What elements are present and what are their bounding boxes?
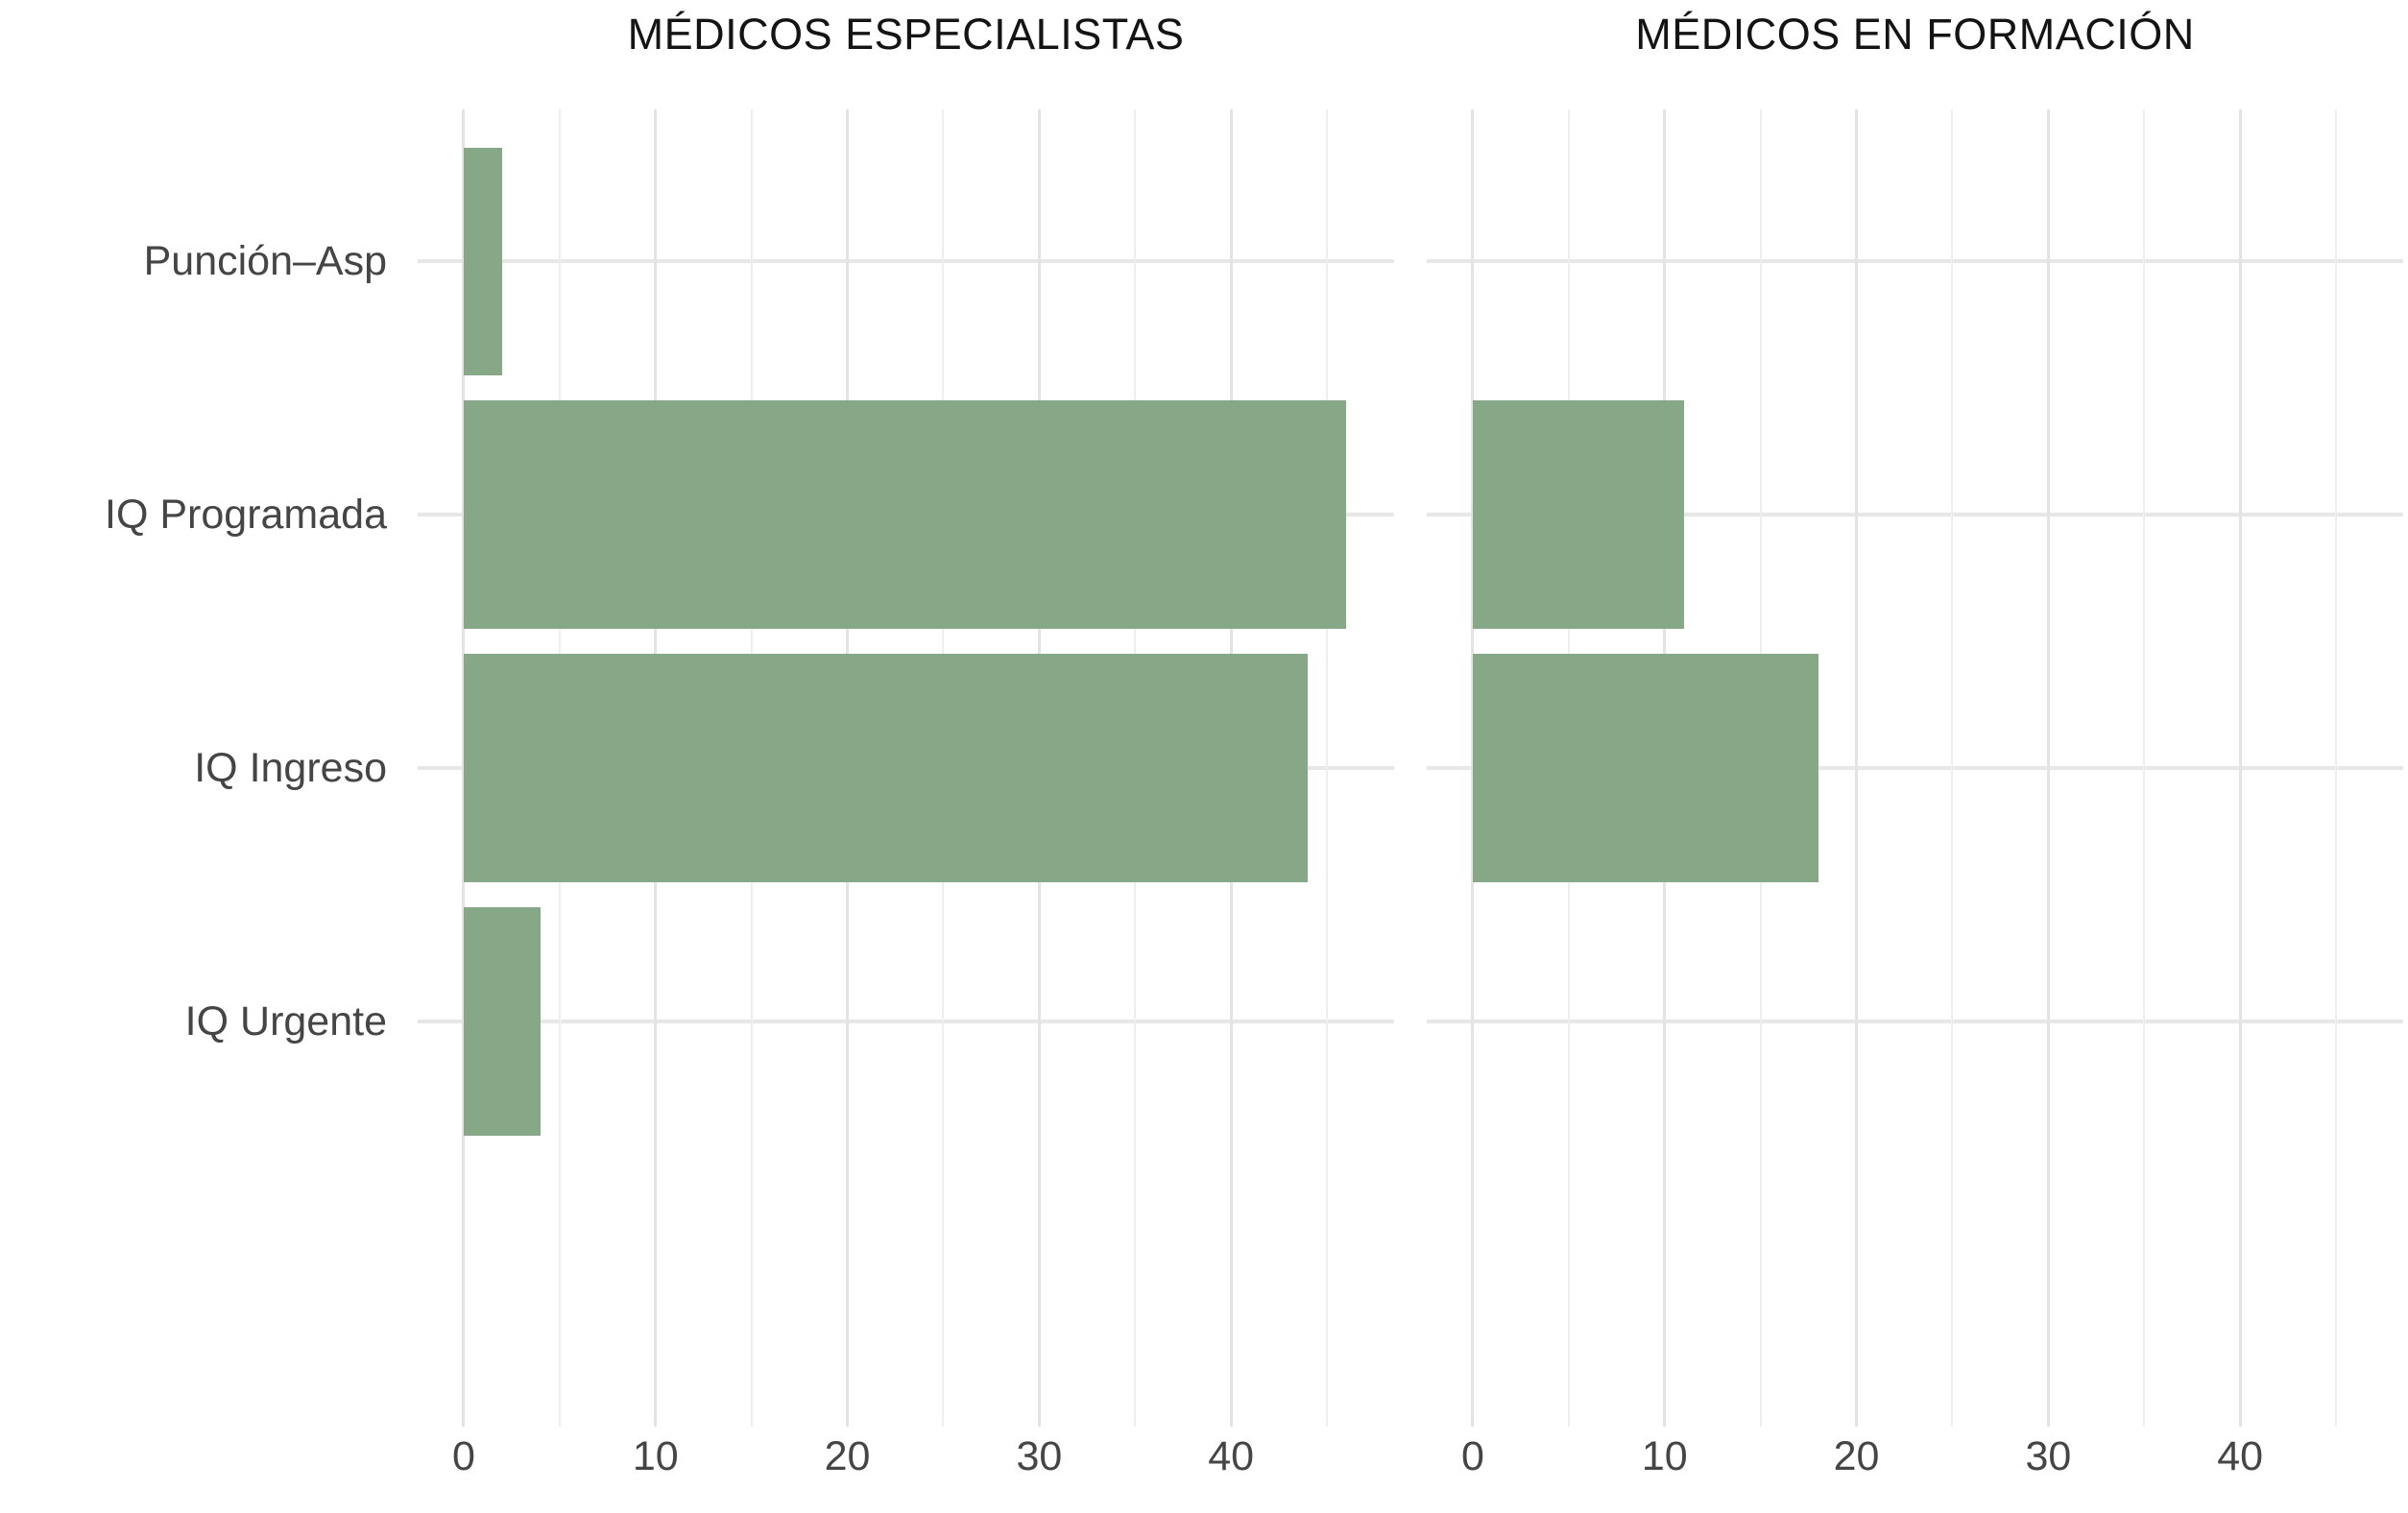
gridline-horizontal-puncion-asp [418, 259, 1394, 264]
gridline-major-x20 [1855, 109, 1859, 1427]
gridline-major-x30 [2046, 109, 2050, 1427]
gridline-horizontal-iq-ingreso [1427, 766, 2403, 770]
x-tick-label-medicos-en-formacion-0: 0 [1460, 1433, 1484, 1479]
facet-title-medicos-en-formacion: MÉDICOS EN FORMACIÓN [1635, 10, 2195, 59]
y-axis-label-puncion-asp: Punción–Asp [143, 238, 387, 285]
x-tick-label-medicos-en-formacion-10: 10 [1641, 1433, 1688, 1479]
bar-medicos-especialistas-iq-ingreso [463, 654, 1309, 882]
x-tick-label-medicos-especialistas-10: 10 [632, 1433, 679, 1479]
gridline-minor-x25 [1951, 109, 1954, 1427]
gridline-horizontal-iq-programada [1427, 513, 2403, 517]
gridline-horizontal-puncion-asp [1427, 259, 2403, 264]
x-tick-label-medicos-especialistas-30: 30 [1016, 1433, 1063, 1479]
gridline-horizontal-iq-urgente [418, 1019, 1394, 1023]
x-tick-label-medicos-especialistas-20: 20 [824, 1433, 871, 1479]
gridline-horizontal-iq-urgente [1427, 1019, 2403, 1023]
bar-medicos-especialistas-iq-urgente [463, 907, 541, 1136]
gridline-minor-x45 [2335, 109, 2338, 1427]
bar-medicos-en-formacion-iq-programada [1472, 400, 1684, 629]
facet-panel-medicos-especialistas [418, 109, 1394, 1427]
x-tick-label-medicos-en-formacion-30: 30 [2025, 1433, 2072, 1479]
y-axis-label-iq-urgente: IQ Urgente [184, 997, 387, 1045]
bar-medicos-en-formacion-iq-ingreso [1472, 654, 1818, 882]
bar-medicos-especialistas-puncion-asp [463, 147, 502, 376]
y-axis-label-iq-programada: IQ Programada [105, 492, 387, 539]
y-axis-label-iq-ingreso: IQ Ingreso [194, 745, 387, 791]
x-tick-label-medicos-en-formacion-20: 20 [1833, 1433, 1880, 1479]
facet-panel-medicos-en-formacion [1427, 109, 2403, 1427]
bar-medicos-especialistas-iq-programada [463, 400, 1347, 629]
x-tick-label-medicos-especialistas-40: 40 [1208, 1433, 1255, 1479]
x-tick-label-medicos-en-formacion-40: 40 [2217, 1433, 2264, 1479]
gridline-major-x40 [2238, 109, 2242, 1427]
gridline-minor-x45 [1326, 109, 1329, 1427]
gridline-minor-x35 [2143, 109, 2146, 1427]
facet-title-medicos-especialistas: MÉDICOS ESPECIALISTAS [627, 10, 1185, 59]
x-tick-label-medicos-especialistas-0: 0 [451, 1433, 475, 1479]
